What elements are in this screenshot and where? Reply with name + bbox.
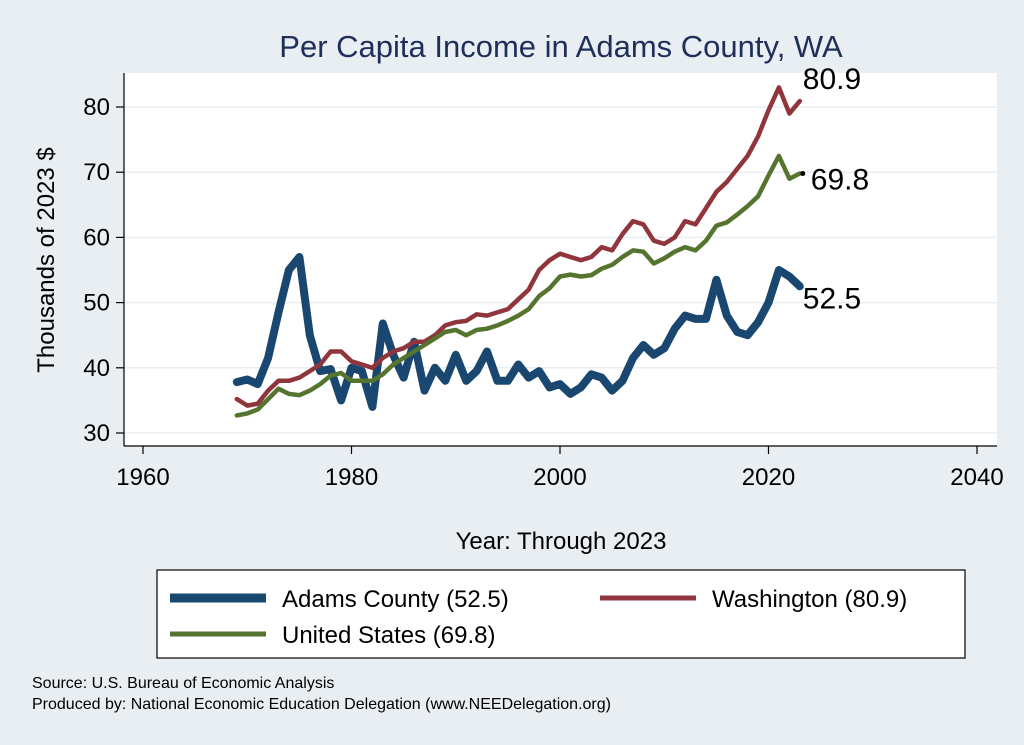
axes: 30 40 50 60 70 80 1960 1980 2000 2020 2040 [83,73,1004,491]
legend-label-adams: Adams County (52.5) [282,586,509,613]
adams-county-line [232,253,804,411]
x-tick-label: 2000 [533,464,586,491]
united-states-line [234,153,803,418]
x-tick-label: 2040 [950,464,1003,491]
y-tick-label: 70 [83,159,110,186]
x-tick-label: 2020 [742,464,795,491]
chart-title: Per Capita Income in Adams County, WA [279,29,843,64]
series-lines [232,85,804,418]
end-label: 69.8 [811,164,869,197]
y-tick-label: 40 [83,355,110,382]
y-tick-label: 50 [83,290,110,317]
y-tick-label: 60 [83,224,110,251]
source-note: Source: U.S. Bureau of Economic Analysis [32,675,334,692]
y-tick-label: 30 [83,420,110,447]
end-label: 80.9 [803,63,861,96]
legend-box [156,569,966,659]
x-axis-title: Year: Through 2023 [456,528,667,555]
y-axis-title: Thousands of 2023 $ [33,147,60,373]
legend: Adams County (52.5) Washington (80.9) Un… [156,569,966,659]
y-tick-label: 80 [83,94,110,121]
end-label: 52.5 [803,282,861,315]
legend-label-washington: Washington (80.9) [712,586,907,613]
x-tick-label: 1960 [116,464,169,491]
x-tick-label: 1980 [325,464,378,491]
produced-note: Produced by: National Economic Education… [32,696,611,713]
legend-label-us: United States (69.8) [282,622,495,649]
end-labels: 52.5 80.9 69.8 [800,63,869,315]
gridlines [124,106,997,434]
end-label-marker [800,171,806,177]
washington-line [234,85,803,408]
